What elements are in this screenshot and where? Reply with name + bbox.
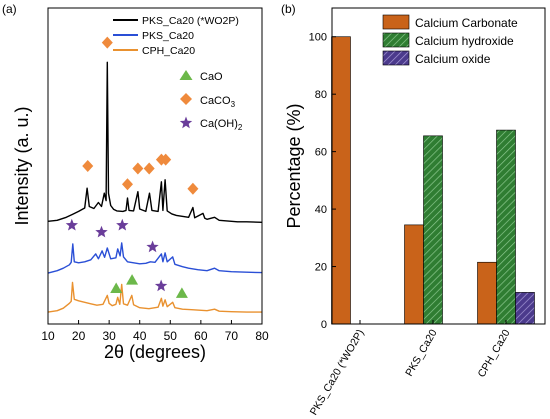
legend-label-calcium-hydroxide: Calcium hydroxide	[415, 34, 514, 48]
panel-a-y-axis-label: Intensity (a. u.)	[12, 106, 32, 225]
legend-label-cph-ca20: CPH_Ca20	[142, 45, 195, 57]
series-line-pks-ca20-wo2p	[47, 61, 263, 223]
x-tick-label: 80	[255, 329, 269, 343]
cao-triangle-marker	[126, 274, 139, 285]
caco3-diamond-marker	[143, 162, 155, 175]
x-tick-label: 40	[133, 329, 147, 343]
legend-swatch-calcium-oxide	[382, 50, 410, 66]
legend-label-calcium-oxide: Calcium oxide	[415, 52, 491, 66]
panel-a-x-ticks: 10 20 30 40 50 60 70 80	[41, 320, 269, 343]
composition-bars	[331, 36, 535, 325]
category-label: PKS_Ca20 (*WO2P)	[308, 328, 367, 418]
category-label: PKS_Ca20	[403, 327, 439, 378]
legend-label-pks-ca20: PKS_Ca20	[142, 30, 194, 42]
panel-b-y-axis-label: Percentage (%)	[284, 103, 304, 228]
y-tick-label: 60	[315, 147, 327, 159]
caco3-diamond-marker	[160, 153, 172, 166]
caco3-diamond-marker	[82, 160, 94, 172]
y-tick-label: 100	[309, 32, 327, 44]
y-tick-label: 0	[321, 319, 327, 331]
bar-calcium-hydroxide-cph-ca20	[496, 129, 516, 325]
caoh2-star-marker	[95, 225, 108, 238]
y-tick-label: 20	[315, 262, 327, 274]
legend-label-pks-ca20-wo2p: PKS_Ca20 (*WO2P)	[142, 15, 239, 27]
category-label: CPH_Ca20	[476, 327, 513, 379]
caco3-diamond-marker	[132, 162, 144, 175]
bar-calcium-carbonate-pks-ca20	[404, 224, 424, 325]
panel-a-label: (a)	[2, 2, 17, 16]
y-tick-label: 80	[315, 89, 327, 101]
legend-label-cao: CaO	[200, 71, 223, 83]
panel-a-xrd-chart: (a) 10 20 30 40 50 60 70 80 2θ (degrees) Intens…	[2, 2, 269, 362]
xrd-peak-markers	[65, 36, 199, 298]
bar-calcium-carbonate-pks-ca20-wo2p	[331, 36, 351, 325]
cao-triangle-marker	[110, 282, 123, 293]
legend-cao-triangle-icon	[179, 70, 193, 80]
panel-a-x-axis-label: 2θ (degrees)	[104, 342, 206, 362]
caco3-diamond-marker	[121, 178, 133, 191]
legend-caco3-diamond-icon	[180, 93, 192, 105]
x-tick-label: 10	[41, 329, 55, 343]
x-tick-label: 60	[194, 329, 208, 343]
bar-calcium-oxide-cph-ca20	[515, 292, 535, 325]
bar-calcium-carbonate-cph-ca20	[477, 261, 497, 325]
legend-label-caco3: CaCO3	[200, 95, 236, 109]
y-tick-label: 40	[315, 204, 327, 216]
caoh2-star-marker	[116, 218, 129, 231]
panel-a-series-legend: PKS_Ca20 (*WO2P) PKS_Ca20 CPH_Ca20	[113, 15, 239, 57]
caoh2-star-marker	[154, 279, 168, 292]
caco3-diamond-marker	[187, 182, 199, 195]
cao-triangle-marker	[175, 287, 188, 298]
panel-a-phase-legend: CaO CaCO3 Ca(OH)2	[179, 70, 243, 132]
caoh2-star-marker	[146, 240, 159, 253]
x-tick-label: 50	[164, 329, 178, 343]
caoh2-star-marker	[65, 218, 78, 231]
legend-swatch-calcium-hydroxide	[382, 32, 410, 48]
x-tick-label: 30	[102, 329, 116, 343]
panel-b-legend: Calcium Carbonate Calcium hydroxide Calc…	[382, 14, 518, 66]
series-line-pks-ca20	[47, 242, 263, 274]
bar-calcium-hydroxide-pks-ca20	[423, 135, 443, 325]
legend-label-calcium-carbonate: Calcium Carbonate	[415, 16, 518, 30]
panel-b-plot-frame	[331, 7, 546, 325]
legend-caoh2-star-icon	[179, 116, 193, 129]
panel-b-y-ticks: 0 20 40 60 80 100	[309, 32, 336, 331]
x-tick-label: 70	[225, 329, 239, 343]
xrd-series-lines	[47, 61, 263, 313]
panel-a-plot-frame	[47, 7, 263, 325]
series-line-cph-ca20	[47, 281, 262, 313]
x-tick-label: 20	[72, 329, 86, 343]
legend-swatch-calcium-carbonate	[382, 14, 410, 30]
panel-b-label: (b)	[281, 2, 296, 16]
panel-b-x-ticks: PKS_Ca20 (*WO2P) PKS_Ca20 CPH_Ca20	[308, 320, 513, 417]
legend-label-caoh2: Ca(OH)2	[200, 118, 243, 132]
caco3-diamond-marker	[101, 36, 113, 49]
